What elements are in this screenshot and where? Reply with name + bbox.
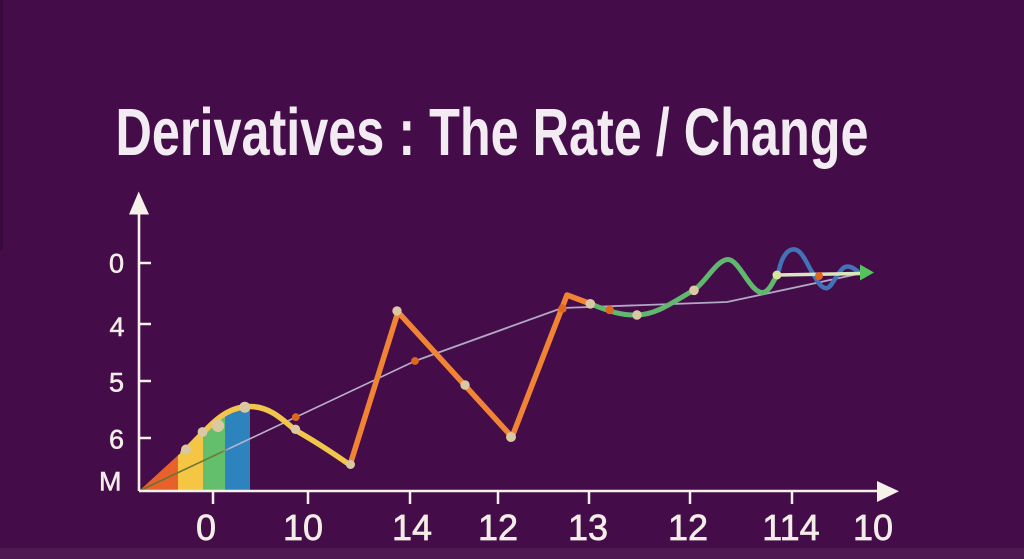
svg-text:13: 13 (568, 507, 608, 548)
svg-text:10: 10 (853, 507, 893, 548)
svg-text:14: 14 (392, 507, 432, 548)
svg-text:4: 4 (109, 312, 124, 342)
svg-text:10: 10 (283, 507, 323, 548)
svg-text:5: 5 (109, 368, 124, 398)
svg-text:M: M (99, 467, 122, 497)
svg-text:0: 0 (109, 249, 124, 279)
svg-text:0: 0 (196, 507, 216, 548)
svg-text:12: 12 (668, 507, 708, 548)
svg-text:6: 6 (109, 425, 124, 455)
svg-text:Derivatives : The Rate / Chang: Derivatives : The Rate / Change (116, 95, 869, 170)
svg-text:12: 12 (478, 507, 518, 548)
svg-text:114: 114 (762, 507, 819, 548)
